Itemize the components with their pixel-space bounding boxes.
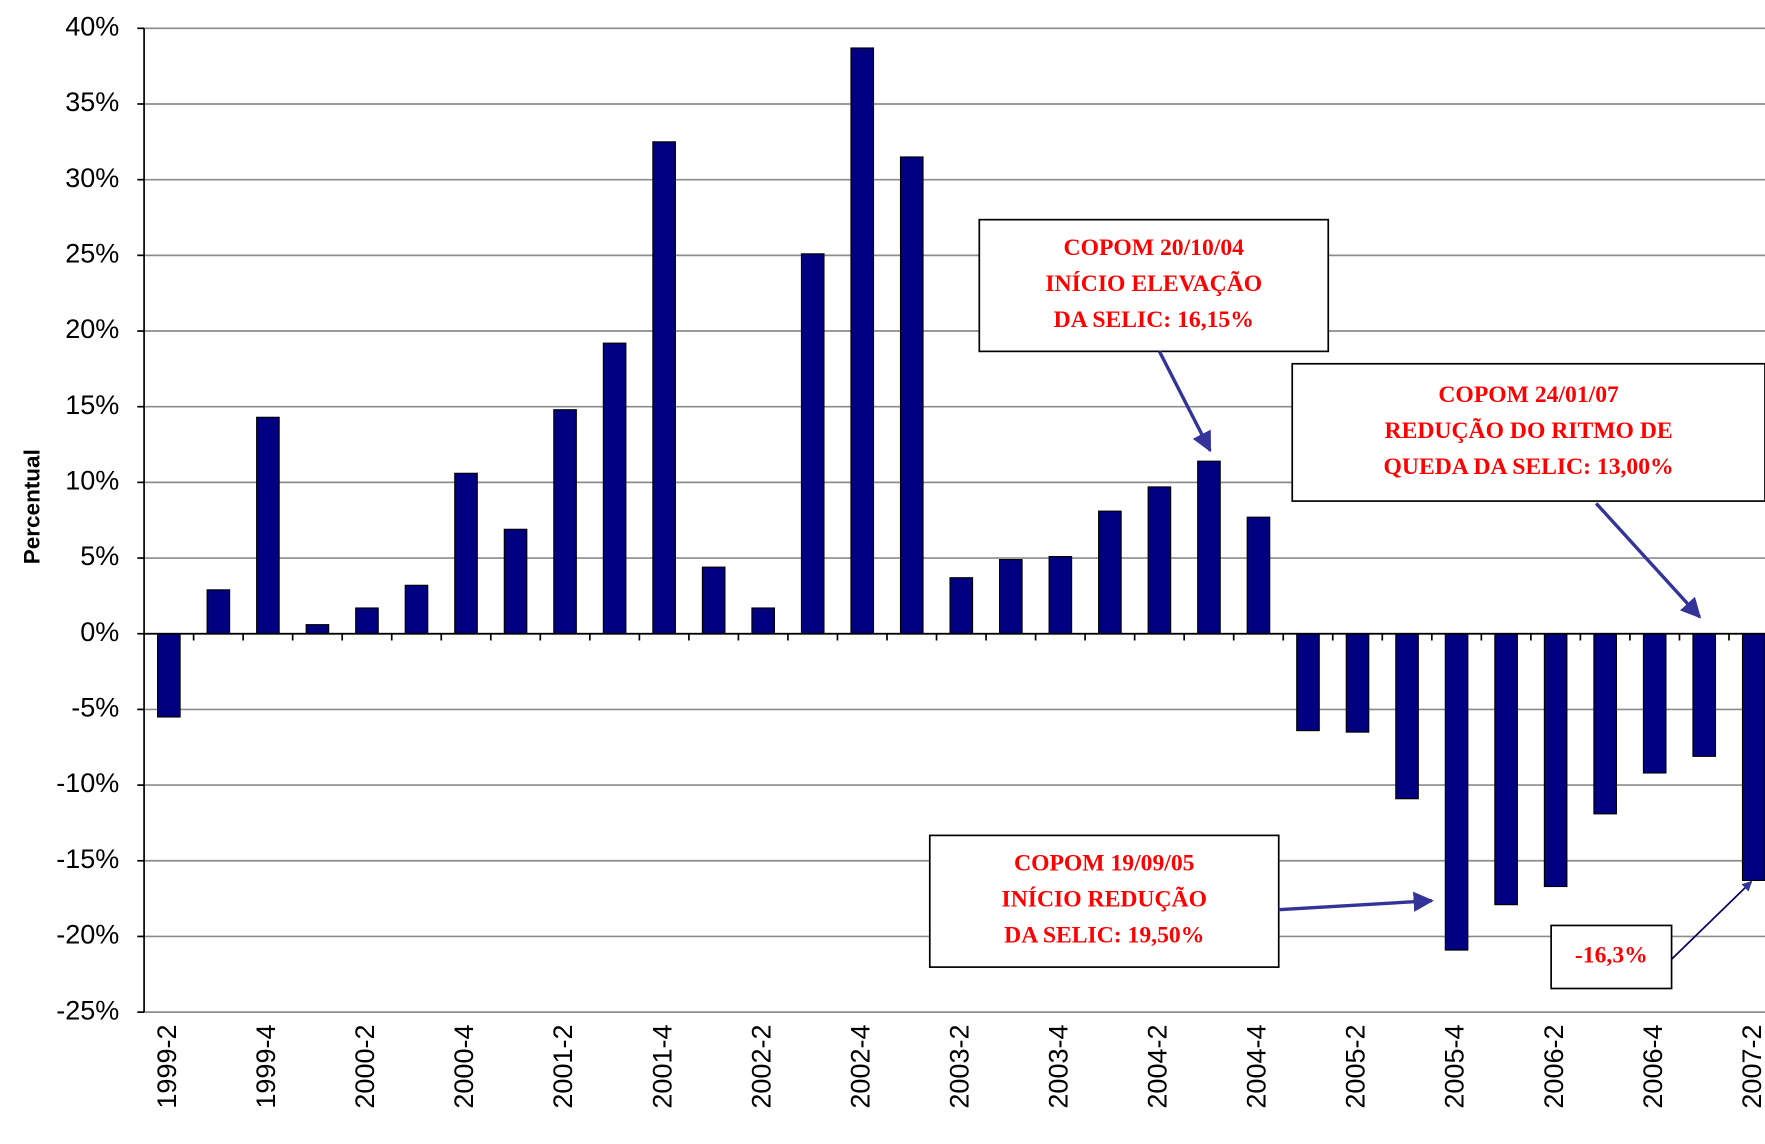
bar [404,584,429,635]
annotation-box [1291,362,1765,502]
bar [652,141,676,635]
annotation-box [928,834,1280,968]
y-tick-label: -15% [56,844,119,874]
bar [800,253,825,635]
bar [1741,633,1765,882]
bar [1147,486,1172,635]
x-tick-label: 2006-2 [1539,1025,1569,1109]
x-tick-label: 2007-2 [1737,1025,1765,1109]
annotation-arrow [1157,350,1212,453]
annotation-text: REDUÇÃO DO RITMO DE [1385,418,1673,444]
bar [1395,633,1419,800]
y-tick-label: 25% [65,238,119,268]
y-tick-label: -10% [56,768,119,798]
bar [602,342,627,635]
bar [157,633,181,718]
y-tick-label: 35% [65,87,119,117]
annotation-text: COPOM 24/01/07 [1438,382,1619,408]
y-axis-title: Percentual [20,449,45,564]
y-tick-label: 15% [65,390,119,420]
y-tick-label: 0% [80,617,119,647]
bar [1246,516,1271,635]
y-tick-label: 40% [65,11,119,41]
annotation-text: -16,3% [1575,942,1648,968]
bar [949,577,974,635]
bar [850,47,875,635]
y-tick-label: 20% [65,314,119,344]
bar [206,589,231,635]
annotation-arrow [1278,891,1434,912]
annotation-text: INÍCIO ELEVAÇÃO [1045,271,1262,297]
bar [256,416,280,635]
y-tick-label: -20% [56,920,119,950]
y-tick-label: -25% [56,995,119,1025]
x-tick-label: 2005-4 [1440,1025,1470,1109]
annotation-text: COPOM 19/09/05 [1014,851,1194,877]
bar [899,156,924,635]
x-tick-label: 2002-2 [746,1025,776,1109]
bar [1048,555,1073,635]
annotation-text: QUEDA DA SELIC: 13,00% [1384,454,1674,480]
bar [355,607,379,635]
bar [1494,633,1518,906]
bar [503,528,528,635]
x-tick-label: 2003-2 [944,1025,974,1109]
bar [553,409,577,635]
bar [701,566,726,635]
x-tick-label: 2001-4 [647,1025,677,1109]
x-tick-label: 2001-2 [548,1025,578,1109]
bar [1345,633,1370,733]
annotation-arrow [1594,502,1702,619]
bar [305,624,330,635]
x-tick-label: 2004-2 [1143,1025,1173,1109]
y-tick-label: 30% [65,163,119,193]
annotation-box [978,218,1330,353]
y-tick-label: 5% [80,541,119,571]
annotation-text: DA SELIC: 19,50% [1004,923,1204,949]
x-tick-label: 2006-4 [1638,1025,1668,1109]
annotation-text: COPOM 20/10/04 [1064,235,1245,261]
bar [1296,633,1320,732]
bar [751,607,776,635]
x-tick-label: 1999-2 [152,1025,182,1109]
x-tick-label: 2000-2 [350,1025,380,1109]
bar [454,472,478,635]
bar [1593,633,1617,815]
x-tick-label: 2002-4 [845,1025,875,1109]
annotation-box [1550,924,1673,990]
bar [1543,633,1568,888]
y-tick-label: -5% [71,693,119,723]
x-tick-label: 1999-4 [251,1025,281,1109]
bar [1444,633,1469,951]
bar [1197,460,1221,635]
bar [999,559,1023,635]
x-tick-label: 2004-4 [1242,1025,1272,1109]
bar [1692,633,1717,757]
x-tick-label: 2003-4 [1043,1025,1073,1109]
x-tick-label: 2000-4 [449,1025,479,1109]
y-tick-label: 10% [65,466,119,496]
annotation-text: DA SELIC: 16,15% [1054,307,1254,333]
annotation-arrow [1670,880,1753,960]
x-tick-label: 2005-2 [1341,1025,1371,1109]
bar [1642,633,1667,774]
bar [1098,510,1122,635]
annotation-text: INÍCIO REDUÇÃO [1002,887,1207,913]
